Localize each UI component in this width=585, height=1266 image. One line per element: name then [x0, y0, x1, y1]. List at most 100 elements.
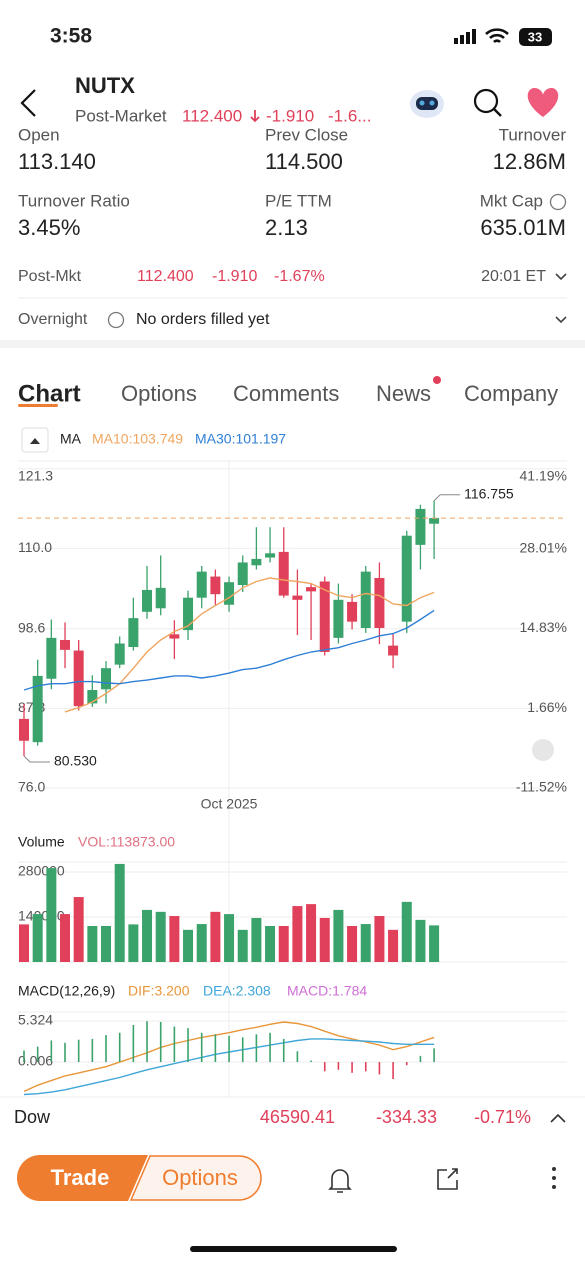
volume-bar [87, 925, 98, 962]
candle-body [333, 599, 344, 638]
candle-body [60, 639, 71, 650]
legend-entry: MA10:103.749 [92, 431, 183, 447]
volume-bar [60, 914, 71, 962]
volume-bar [265, 925, 276, 962]
y2-tick-label: 28.01% [520, 539, 567, 555]
volume-bar [292, 906, 303, 962]
volume-bar [429, 925, 440, 962]
down-arrow [250, 110, 260, 123]
volume-bar [32, 914, 43, 962]
y-tick-label: 110.0 [18, 539, 52, 555]
stat-value: 635.01M [480, 215, 566, 240]
y-tick-label: 280000 [18, 863, 65, 879]
legend-entry: VOL:113873.00 [78, 834, 175, 850]
volume-bar [114, 863, 125, 962]
battery-level: 33 [528, 29, 542, 44]
legend-entry: DIF:3.200 [128, 983, 190, 999]
post-label: Post-Mkt [18, 268, 82, 285]
high-leader [433, 494, 461, 502]
high-label: 116.755 [464, 485, 514, 501]
wifi-icon [485, 28, 509, 44]
chart-title: MACD(12,26,9) [18, 983, 115, 999]
ticker-bar[interactable] [0, 1097, 585, 1141]
stat-value: 114.500 [265, 149, 343, 174]
trade-button[interactable] [17, 1155, 148, 1201]
candle-body [347, 601, 358, 622]
chevron[interactable] [555, 273, 567, 281]
share-icon[interactable] [437, 1168, 458, 1190]
tab[interactable]: Company [464, 381, 558, 406]
stat-value: 2.13 [265, 215, 308, 240]
tab-underline [18, 404, 58, 407]
candle-body [169, 634, 180, 639]
more-icon[interactable] [552, 1167, 556, 1189]
stat-label: Prev Close [265, 125, 348, 144]
volume-bar [155, 911, 166, 962]
search-icon[interactable] [473, 88, 499, 114]
options-button[interactable] [129, 1155, 262, 1201]
header-price: 112.400 [182, 106, 242, 125]
candle-body [292, 595, 303, 600]
options-label: Options [162, 1165, 238, 1190]
volume-bar [101, 925, 112, 962]
expand-icon[interactable] [532, 739, 554, 761]
stat-label: Turnover Ratio [18, 191, 130, 210]
tab[interactable]: News [376, 381, 431, 406]
tab[interactable]: Options [121, 381, 197, 406]
legend-entry: MA30:101.197 [195, 431, 286, 447]
candle-body [142, 589, 153, 612]
ticker-change-pct: -0.71% [474, 1107, 531, 1127]
header-bg [0, 0, 585, 128]
candle-body [32, 675, 43, 743]
candle-body [19, 718, 29, 741]
candle-body [210, 576, 221, 595]
triangle [30, 438, 40, 444]
info-icon[interactable] [107, 311, 125, 329]
tab-active[interactable]: Chart [18, 380, 81, 407]
volume-bar [306, 904, 317, 962]
candle-body [46, 637, 57, 679]
stat-value: 3.45% [18, 215, 80, 240]
candle-body [87, 690, 98, 704]
candle-body [429, 518, 440, 524]
candle-body [360, 571, 371, 628]
y2-tick-label: 14.83% [520, 619, 567, 635]
volume-bar [347, 925, 358, 962]
stat-label: Open [18, 125, 60, 144]
alert-icon[interactable] [328, 1169, 352, 1193]
tab[interactable]: Comments [233, 381, 339, 406]
caret[interactable] [550, 1113, 566, 1123]
info-icon[interactable] [549, 193, 567, 211]
candle-body [265, 553, 276, 558]
candle-body [224, 582, 235, 605]
candle-body [114, 643, 125, 665]
candle-body [196, 571, 207, 598]
chart-title: Volume [18, 834, 65, 850]
stat-value: 113.140 [18, 149, 96, 174]
assistant-icon[interactable] [410, 90, 444, 118]
volume-bar [210, 911, 221, 962]
section-gap [0, 340, 585, 348]
volume-bar [401, 901, 412, 962]
header-change-pct: -1.6... [328, 106, 371, 125]
session: Post-Market [75, 106, 167, 125]
candle-body [415, 508, 426, 545]
legend-entry: MACD:1.784 [287, 983, 367, 999]
ma-toggle[interactable] [21, 427, 49, 453]
post-change: -1.910 [212, 268, 257, 285]
volume-bar [374, 916, 385, 962]
low-label: 80.530 [54, 753, 97, 769]
header-change: -1.910 [266, 106, 314, 125]
favorite-button[interactable] [527, 87, 559, 117]
home-indicator [190, 1246, 397, 1252]
symbol: NUTX [75, 73, 135, 98]
back-button[interactable] [20, 89, 36, 117]
ma-line [23, 609, 435, 691]
y-tick-label: 76.0 [18, 779, 45, 795]
candle-body [374, 577, 385, 628]
volume-bar [251, 917, 262, 962]
stat-label: Turnover [499, 125, 567, 144]
battery [519, 28, 552, 46]
post-price: 112.400 [137, 268, 194, 285]
chevron[interactable] [555, 316, 567, 324]
